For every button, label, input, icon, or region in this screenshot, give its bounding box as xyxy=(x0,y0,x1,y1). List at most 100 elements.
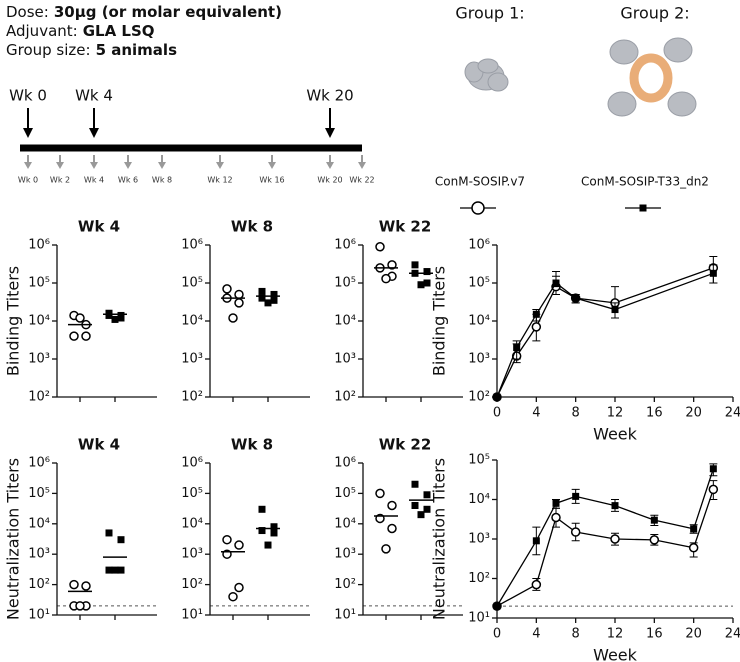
data-point xyxy=(258,287,266,295)
bleed-label: Wk 20 xyxy=(317,176,342,185)
data-point xyxy=(117,566,125,574)
y-tick-label: 10² xyxy=(334,577,356,592)
arrow-head xyxy=(56,162,64,169)
data-point xyxy=(81,331,91,341)
data-point xyxy=(417,511,425,519)
y-tick-label: 10⁴ xyxy=(334,516,356,531)
data-point xyxy=(258,505,266,513)
header-line: Adjuvant: GLA LSQ xyxy=(6,22,155,40)
data-point xyxy=(381,544,391,554)
group-1-structure xyxy=(464,58,509,92)
arrow-head xyxy=(124,162,132,169)
group-2-structure xyxy=(607,37,697,117)
y-tick-label: 10² xyxy=(468,571,490,586)
data-point xyxy=(258,527,266,535)
x-tick-label: 0 xyxy=(493,627,501,642)
data-point xyxy=(117,536,125,544)
x-tick-label: 16 xyxy=(646,406,663,421)
data-point xyxy=(270,529,278,537)
group-name: ConM-SOSIP.v7 xyxy=(435,175,525,189)
bleed-label: Wk 16 xyxy=(259,176,284,185)
arrow-head xyxy=(326,162,334,169)
y-tick-label: 10⁶ xyxy=(334,238,356,253)
y-tick-label: 10⁴ xyxy=(468,314,490,329)
y-tick-label: 10¹ xyxy=(28,608,50,623)
arrow-head xyxy=(268,162,276,169)
data-point xyxy=(493,602,501,610)
data-point xyxy=(709,269,717,277)
y-tick-label: 10⁵ xyxy=(181,486,203,501)
arrow-head xyxy=(216,162,224,169)
data-point xyxy=(69,579,79,590)
arrow-head xyxy=(24,162,32,169)
y-tick-label: 10¹ xyxy=(468,611,490,626)
y-tick-label: 10⁵ xyxy=(468,276,490,291)
legend-marker xyxy=(471,201,485,215)
data-point xyxy=(222,534,232,545)
header-value: 30µg (or molar equivalent) xyxy=(54,3,282,21)
data-point xyxy=(513,344,521,352)
y-tick-label: 10¹ xyxy=(334,608,356,623)
y-tick-label: 10⁴ xyxy=(334,314,356,329)
y-axis-label: Binding Titers xyxy=(430,266,449,376)
x-tick-label: 0 xyxy=(493,406,501,421)
y-tick-label: 10² xyxy=(28,577,50,592)
arrow-head xyxy=(158,162,166,169)
panel-title: Wk 8 xyxy=(231,218,273,236)
x-tick-label: 24 xyxy=(725,627,740,642)
data-point xyxy=(234,298,244,308)
data-point xyxy=(264,541,272,549)
data-point xyxy=(264,299,272,307)
y-tick-label: 10⁵ xyxy=(334,276,356,291)
header-label: Dose: xyxy=(6,3,49,21)
x-axis-label: Week xyxy=(593,646,638,662)
data-point xyxy=(690,525,698,533)
data-point xyxy=(111,566,119,574)
data-point xyxy=(234,582,244,593)
data-point xyxy=(551,512,561,523)
data-point xyxy=(258,294,266,302)
data-point xyxy=(222,284,232,294)
data-point xyxy=(688,543,699,553)
data-point xyxy=(708,484,719,495)
y-tick-label: 10³ xyxy=(28,547,50,562)
bleed-label: Wk 12 xyxy=(207,176,232,185)
x-tick-label: 20 xyxy=(685,627,702,642)
y-tick-label: 10² xyxy=(181,390,203,405)
y-tick-label: 10¹ xyxy=(181,608,203,623)
immunization-label: Wk 0 xyxy=(9,87,47,105)
group-title: Group 1: xyxy=(455,4,524,23)
bleed-label: Wk 4 xyxy=(84,176,104,185)
y-tick-label: 10³ xyxy=(181,547,203,562)
y-tick-label: 10³ xyxy=(468,352,490,367)
data-point xyxy=(411,501,419,509)
y-tick-label: 10⁵ xyxy=(468,453,490,468)
data-point xyxy=(75,313,85,323)
x-tick-label: 12 xyxy=(607,627,624,642)
data-point xyxy=(611,502,619,510)
y-tick-label: 10⁴ xyxy=(28,516,50,531)
y-tick-label: 10² xyxy=(334,390,356,405)
header-value: GLA LSQ xyxy=(83,22,155,40)
x-tick-label: 20 xyxy=(685,406,702,421)
bleed-label: Wk 8 xyxy=(152,176,172,185)
data-point xyxy=(572,492,580,500)
y-tick-label: 10⁶ xyxy=(28,238,50,253)
data-point xyxy=(387,500,397,511)
data-point xyxy=(105,311,113,319)
y-tick-label: 10⁴ xyxy=(181,314,203,329)
arrow-head xyxy=(23,128,33,138)
data-point xyxy=(611,306,619,314)
data-point xyxy=(117,314,125,322)
data-point xyxy=(570,527,581,537)
arrow-head xyxy=(325,128,335,138)
y-tick-label: 10⁵ xyxy=(334,486,356,501)
data-point xyxy=(411,261,419,269)
y-tick-label: 10² xyxy=(28,390,50,405)
y-tick-label: 10³ xyxy=(468,532,490,547)
header-value: 5 animals xyxy=(96,41,177,59)
series-line xyxy=(496,272,714,398)
data-point xyxy=(423,279,431,287)
bleed-label: Wk 6 xyxy=(118,176,138,185)
data-point xyxy=(423,491,431,499)
